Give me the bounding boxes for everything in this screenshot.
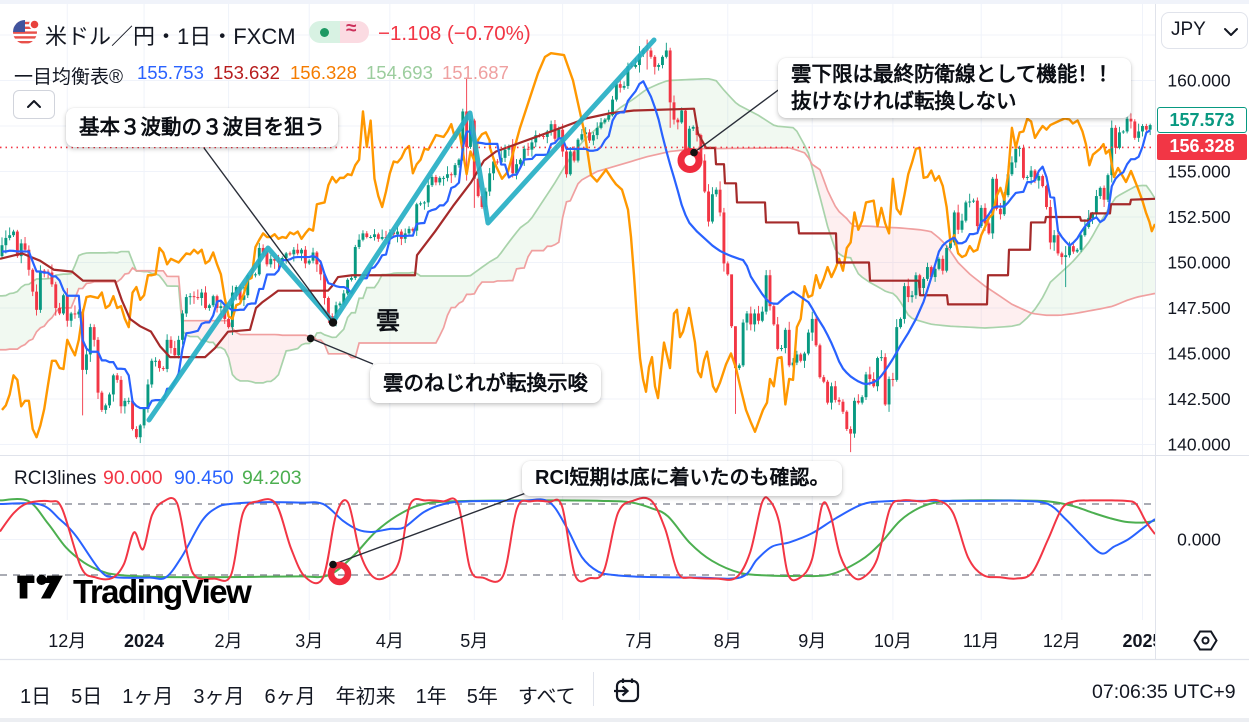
svg-text:10月: 10月 [874, 631, 912, 651]
svg-text:0.000: 0.000 [1177, 530, 1221, 550]
svg-text:7月: 7月 [625, 631, 653, 651]
svg-text:12月: 12月 [1043, 631, 1081, 651]
svg-text:155.000: 155.000 [1167, 162, 1231, 182]
svg-text:3月: 3月 [295, 631, 323, 651]
svg-text:145.000: 145.000 [1167, 344, 1231, 364]
svg-text:152.500: 152.500 [1167, 207, 1231, 227]
svg-text:147.500: 147.500 [1167, 298, 1231, 318]
svg-text:8月: 8月 [714, 631, 742, 651]
svg-text:11月: 11月 [963, 631, 1000, 651]
svg-text:9月: 9月 [798, 631, 826, 651]
svg-text:142.500: 142.500 [1167, 389, 1231, 409]
svg-text:2024: 2024 [124, 631, 164, 651]
svg-text:160.000: 160.000 [1167, 71, 1231, 91]
svg-text:12月: 12月 [48, 631, 86, 651]
svg-text:TradingView: TradingView [73, 574, 252, 610]
svg-text:140.000: 140.000 [1167, 435, 1231, 455]
svg-text:5月: 5月 [460, 631, 488, 651]
svg-text:150.000: 150.000 [1167, 253, 1231, 273]
svg-text:2月: 2月 [215, 631, 243, 651]
svg-text:4月: 4月 [376, 631, 404, 651]
svg-text:2025: 2025 [1122, 631, 1162, 651]
